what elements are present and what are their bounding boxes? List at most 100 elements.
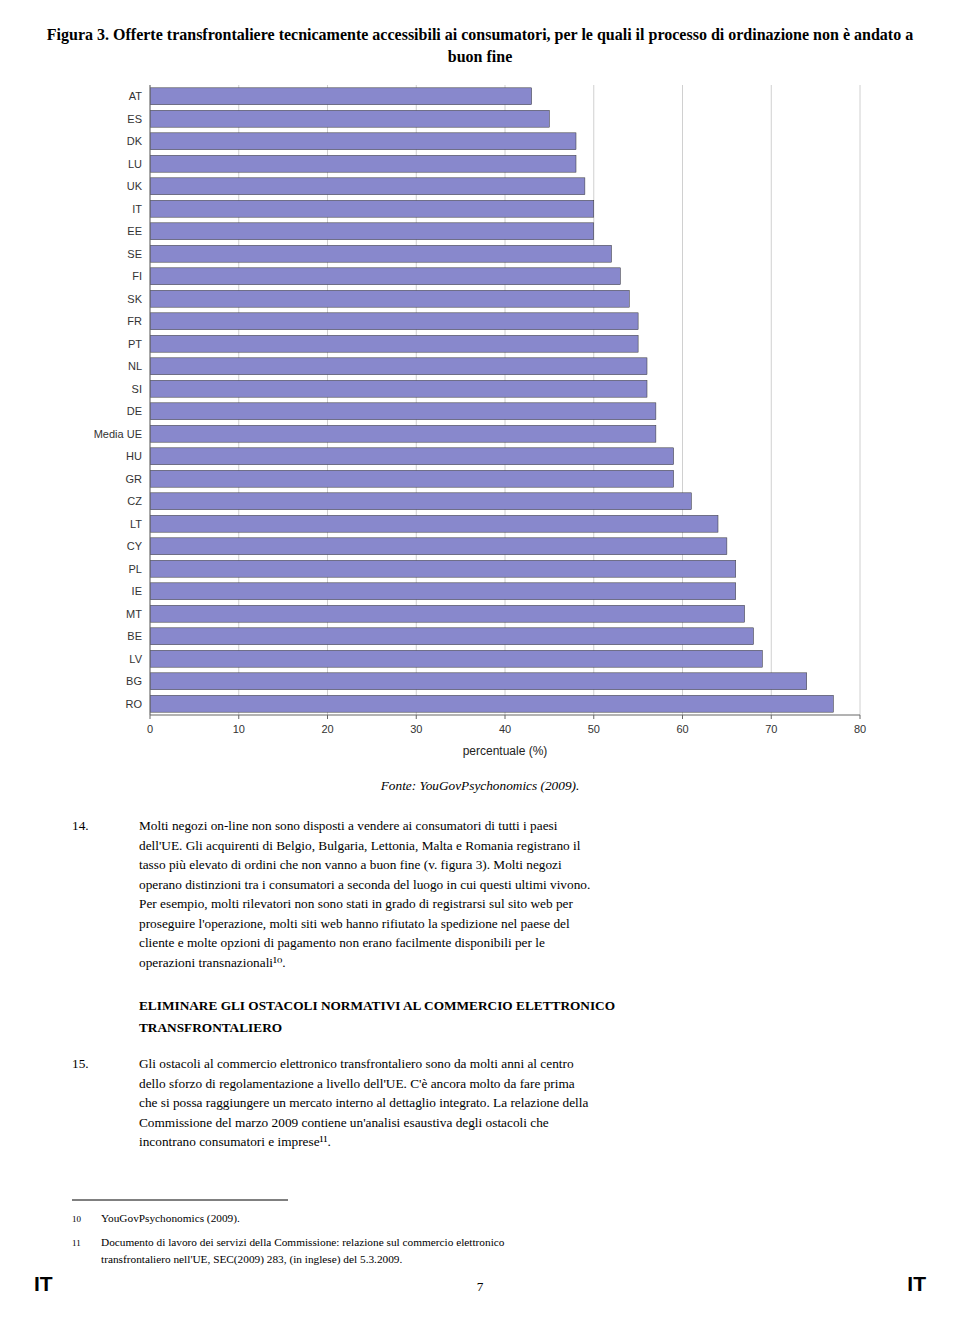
tick-label: 20 — [321, 723, 333, 735]
bar — [150, 583, 736, 600]
language-mark: IT — [907, 1272, 926, 1295]
tick-mark — [150, 715, 151, 719]
tick-label: 0 — [147, 723, 153, 735]
category-label: PL — [129, 563, 142, 575]
tick-mark — [860, 715, 861, 719]
category-label: EE — [127, 225, 142, 237]
tick-mark — [771, 715, 772, 719]
y-axis-line — [150, 85, 151, 715]
tick-mark — [593, 715, 594, 719]
bar — [150, 223, 594, 240]
title-line: Figura 3. Offerte transfrontaliere tecni… — [47, 26, 913, 44]
category-label: NL — [128, 360, 142, 372]
bar — [150, 245, 612, 262]
category-label: ES — [127, 113, 142, 125]
bar — [150, 88, 532, 105]
paragraph-number-line: 15. — [72, 1056, 89, 1071]
paragraph-line: tasso più elevato di ordini che non vann… — [139, 857, 562, 872]
tick-label: 70 — [765, 723, 777, 735]
category-label: RO — [126, 698, 143, 710]
tick-label: 30 — [410, 723, 422, 735]
page-number-line: 7 — [477, 1279, 484, 1294]
category-label: Media UE — [94, 428, 142, 440]
bar — [150, 200, 594, 217]
footnote-number: 10 — [72, 1214, 82, 1224]
bar — [150, 425, 656, 442]
tick-mark — [505, 715, 506, 719]
paragraph-line: Molti negozi on-line non sono disposti a… — [139, 818, 558, 833]
paragraph-line: Per esempio, molti rilevatori non sono s… — [139, 896, 573, 911]
tick-label: 60 — [676, 723, 688, 735]
title-line: buon fine — [448, 48, 512, 65]
paragraph-line: dell'UE. Gli acquirenti di Belgio, Bulga… — [139, 838, 581, 853]
tick-mark — [238, 715, 239, 719]
bar — [150, 110, 549, 127]
category-label: LT — [130, 518, 142, 530]
category-label: IT — [132, 203, 142, 215]
section-heading-line: ELIMINARE GLI OSTACOLI NORMATIVI AL COMM… — [139, 998, 615, 1013]
bar — [150, 515, 718, 532]
footnote-separator — [72, 1200, 288, 1201]
bar — [150, 290, 629, 307]
category-label: BG — [126, 675, 142, 687]
source-note: Fonte: YouGovPsychonomics (2009). — [380, 778, 580, 793]
category-label: CZ — [127, 495, 142, 507]
paragraph: Molti negozi on-line non sono disposti a… — [139, 818, 590, 970]
footnote-line: Documento di lavoro dei servizi della Co… — [101, 1236, 505, 1248]
bar — [150, 155, 576, 172]
bar — [150, 358, 647, 375]
category-label: MT — [126, 608, 142, 620]
bar — [150, 133, 576, 150]
category-label: IE — [132, 585, 142, 597]
y-labels: ATESDKLUUKITEESEFISKFRPTNLSIDEMedia UEHU… — [94, 90, 143, 710]
category-label: PT — [128, 338, 142, 350]
bar — [150, 650, 762, 667]
paragraph-line: operazioni transnazionali¹⁰. — [139, 955, 286, 970]
grid-line — [771, 85, 772, 715]
background — [0, 0, 960, 1320]
x-ticks: 0 10 20 30 40 50 60 70 80 — [147, 715, 866, 735]
language-mark: IT — [34, 1272, 53, 1295]
x-axis-label: percentuale (%) — [463, 744, 548, 758]
bar — [150, 560, 736, 577]
bars — [150, 88, 833, 712]
grid-line — [860, 85, 861, 715]
category-label: SE — [127, 248, 142, 260]
category-label: GR — [126, 473, 143, 485]
bar — [150, 628, 754, 645]
grid-line — [150, 85, 151, 715]
tick-mark — [327, 715, 328, 719]
paragraph-number-line: 14. — [72, 818, 89, 833]
section-heading-line: TRANSFRONTALIERO — [139, 1020, 282, 1035]
tick-label: 50 — [588, 723, 600, 735]
language-mark-line: IT — [34, 1272, 53, 1295]
paragraph-line: dello sforzo di regolamentazione a livel… — [139, 1076, 575, 1091]
paragraph: Gli ostacoli al commercio elettronico tr… — [139, 1056, 588, 1149]
source-note-line: Fonte: YouGovPsychonomics (2009). — [380, 778, 580, 793]
page-number: 7 — [477, 1279, 484, 1294]
tick-mark — [682, 715, 683, 719]
bar — [150, 178, 585, 195]
category-label: BE — [127, 630, 142, 642]
bar — [150, 470, 674, 487]
paragraph-number: 14. — [72, 818, 89, 833]
bar — [150, 380, 647, 397]
bar — [150, 268, 620, 285]
category-label: CY — [127, 540, 143, 552]
paragraph-line: cliente e molte opzioni di pagamento non… — [139, 935, 545, 950]
tick-label: 40 — [499, 723, 511, 735]
bar — [150, 335, 638, 352]
paragraph-line: proseguire l'operazione, molti siti web … — [139, 916, 570, 931]
section-heading: ELIMINARE GLI OSTACOLI NORMATIVI AL COMM… — [139, 998, 615, 1035]
paragraph-line: che si possa raggiungere un mercato inte… — [139, 1095, 588, 1110]
paragraph-line: Commissione del marzo 2009 contiene un'a… — [139, 1115, 549, 1130]
language-mark-line: IT — [907, 1272, 926, 1295]
paragraph-line: Gli ostacoli al commercio elettronico tr… — [139, 1056, 574, 1071]
bar — [150, 403, 656, 420]
tick-label: 80 — [854, 723, 866, 735]
category-label: DK — [127, 135, 143, 147]
footnote-line: YouGovPsychonomics (2009). — [101, 1212, 240, 1225]
paragraph-line: operano distinzioni tra i consumatori a … — [139, 877, 590, 892]
bar — [150, 448, 674, 465]
tick-label: 10 — [233, 723, 245, 735]
